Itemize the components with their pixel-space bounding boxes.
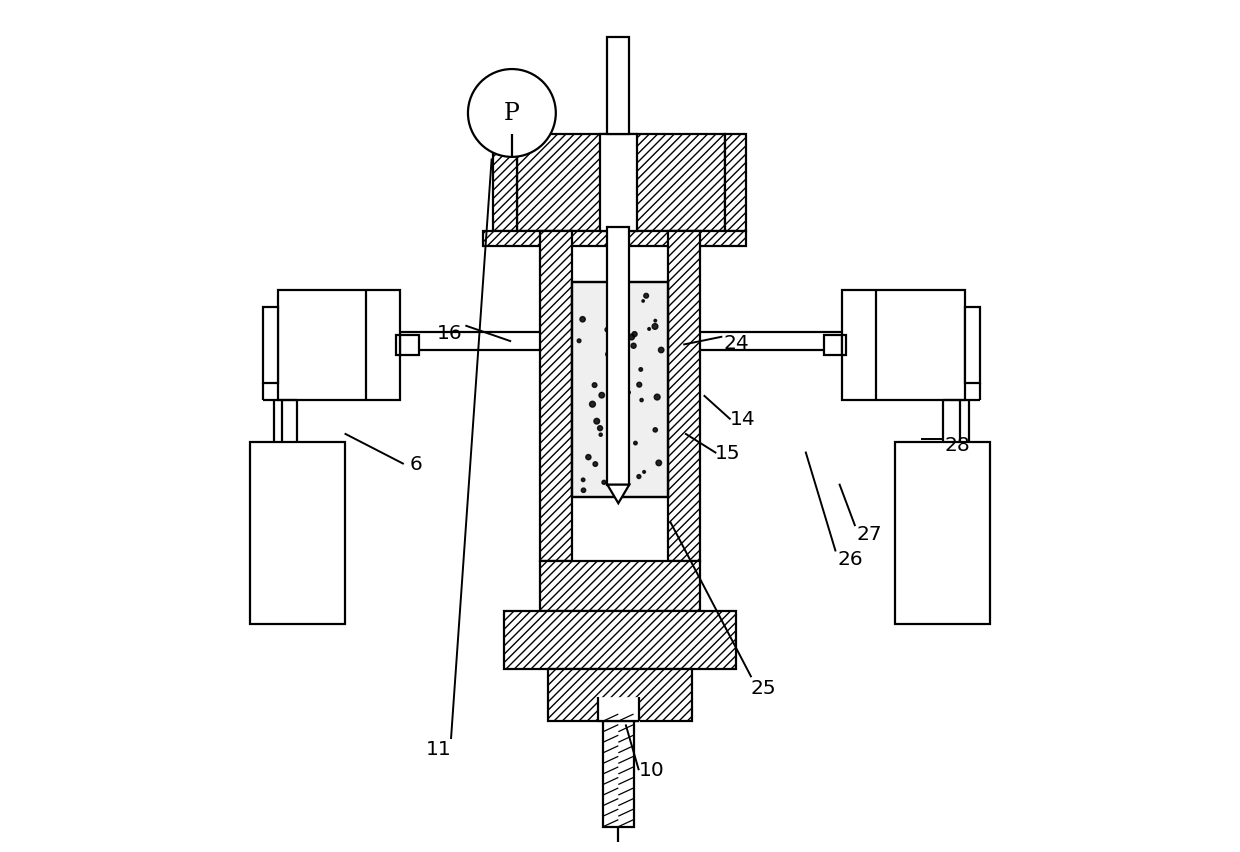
Point <box>605 341 625 354</box>
Point <box>630 378 650 392</box>
Bar <box>895 443 990 625</box>
Point <box>613 483 632 497</box>
Bar <box>505 612 735 669</box>
Bar <box>842 291 965 400</box>
Point <box>606 389 626 402</box>
Point <box>603 400 622 413</box>
Point <box>631 363 651 377</box>
Point <box>616 308 636 321</box>
Text: 27: 27 <box>857 525 882 544</box>
Point <box>649 457 668 470</box>
Bar <box>608 37 629 135</box>
Point <box>645 320 665 334</box>
Bar <box>600 135 637 232</box>
Text: 10: 10 <box>639 760 665 779</box>
Point <box>614 418 634 432</box>
Point <box>645 314 665 328</box>
Point <box>604 319 624 332</box>
Text: 15: 15 <box>715 444 742 463</box>
Point <box>608 305 627 319</box>
Point <box>573 474 593 487</box>
Point <box>587 415 606 429</box>
Point <box>606 351 626 365</box>
Bar <box>517 135 724 232</box>
Point <box>600 294 620 308</box>
Point <box>651 343 671 357</box>
Text: 25: 25 <box>750 678 776 697</box>
Text: 11: 11 <box>425 739 451 757</box>
Text: 28: 28 <box>945 435 971 454</box>
Bar <box>965 308 980 383</box>
Point <box>590 422 610 435</box>
Text: 16: 16 <box>436 324 463 343</box>
Bar <box>608 227 629 485</box>
Point <box>599 327 619 341</box>
Point <box>594 476 614 490</box>
Point <box>636 290 656 303</box>
Point <box>574 484 594 498</box>
Bar <box>396 336 401 356</box>
Bar <box>539 232 572 561</box>
Point <box>634 465 653 479</box>
Point <box>647 391 667 405</box>
Bar <box>823 336 842 356</box>
Point <box>569 335 589 348</box>
Bar <box>603 722 634 826</box>
Bar <box>548 669 692 722</box>
Point <box>610 347 630 360</box>
Point <box>603 412 622 426</box>
Point <box>583 398 603 412</box>
Bar <box>668 232 701 561</box>
Point <box>639 323 658 337</box>
Point <box>599 348 619 362</box>
Point <box>625 328 645 342</box>
Bar <box>724 135 745 232</box>
Point <box>645 423 665 437</box>
Bar <box>598 698 639 722</box>
Bar <box>401 336 419 356</box>
Text: 6: 6 <box>409 454 422 474</box>
Text: 26: 26 <box>838 550 863 569</box>
Bar <box>842 336 847 356</box>
Bar <box>572 283 668 498</box>
Point <box>573 313 593 326</box>
Text: P: P <box>503 102 520 125</box>
Text: 24: 24 <box>724 334 749 353</box>
Point <box>625 437 645 451</box>
Text: 14: 14 <box>729 410 755 429</box>
Bar <box>250 443 345 625</box>
Point <box>629 470 649 484</box>
Point <box>609 391 629 405</box>
Point <box>606 422 626 435</box>
Polygon shape <box>608 485 629 504</box>
Point <box>599 454 619 468</box>
Point <box>579 451 599 464</box>
Point <box>614 291 634 305</box>
Point <box>610 365 630 378</box>
Point <box>585 458 605 471</box>
Point <box>598 324 618 337</box>
Point <box>584 379 604 393</box>
Point <box>621 331 641 344</box>
Circle shape <box>467 70 556 158</box>
Point <box>604 337 624 351</box>
Bar <box>263 308 278 383</box>
Point <box>624 340 644 354</box>
Point <box>591 389 611 402</box>
Point <box>631 394 651 407</box>
Bar <box>494 135 517 232</box>
Point <box>619 386 639 400</box>
Point <box>634 295 653 308</box>
Point <box>590 429 610 442</box>
Point <box>613 400 632 414</box>
Bar <box>539 561 701 612</box>
Bar <box>278 291 401 400</box>
Bar <box>484 232 745 247</box>
Point <box>608 324 627 337</box>
